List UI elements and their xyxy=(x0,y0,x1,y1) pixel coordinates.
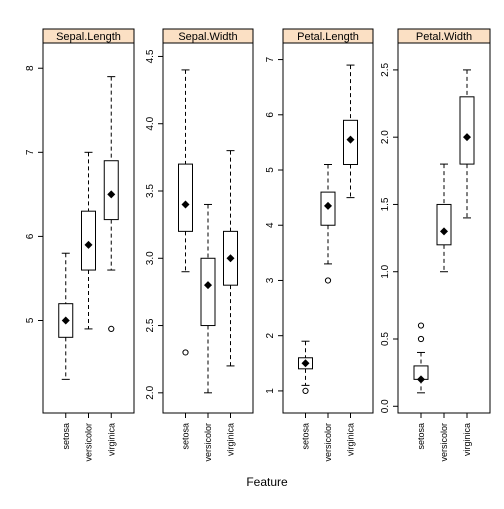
outlier-point xyxy=(302,387,309,395)
y-tick-label: 1 xyxy=(265,388,276,394)
mean-marker xyxy=(463,133,471,142)
category-label: virginica xyxy=(226,423,236,456)
mean-marker xyxy=(417,375,425,384)
outlier-point xyxy=(417,322,425,329)
y-tick-label: 6 xyxy=(265,112,276,118)
box xyxy=(103,160,119,221)
y-tick-label: 2.0 xyxy=(380,130,391,144)
panel-title: Petal.Width xyxy=(416,31,472,43)
y-tick-label: 3 xyxy=(265,277,276,283)
box xyxy=(200,257,216,327)
y-tick-label: 7 xyxy=(265,56,276,62)
y-tick-label: 5 xyxy=(265,167,276,173)
y-tick-label: 3.5 xyxy=(145,184,156,198)
mean-marker xyxy=(181,200,190,209)
y-tick-label: 3.0 xyxy=(145,251,156,265)
y-tick-label: 4.5 xyxy=(145,49,156,63)
box xyxy=(459,96,475,165)
y-tick-label: 1.5 xyxy=(380,197,391,211)
mean-marker xyxy=(84,240,93,249)
outlier-point xyxy=(324,277,332,284)
category-label: virginica xyxy=(106,423,116,456)
category-label: setosa xyxy=(181,423,191,450)
category-label: versicolor xyxy=(439,423,449,462)
y-tick-label: 2.5 xyxy=(380,63,391,77)
outlier-point xyxy=(182,349,189,356)
category-label: setosa xyxy=(301,423,311,450)
y-tick-label: 2.5 xyxy=(145,318,156,332)
y-tick-label: 7 xyxy=(25,149,36,155)
mean-marker xyxy=(61,316,70,325)
box xyxy=(81,210,96,271)
mean-marker xyxy=(346,135,355,144)
panel-title: Petal.Length xyxy=(297,31,359,43)
category-label: virginica xyxy=(346,423,356,456)
box xyxy=(436,203,452,246)
panel-title: Sepal.Width xyxy=(178,31,237,43)
x-axis-label: Feature xyxy=(246,475,288,489)
category-label: virginica xyxy=(462,423,472,456)
mean-marker xyxy=(107,190,116,199)
category-label: versicolor xyxy=(84,423,94,462)
y-tick-label: 2 xyxy=(265,332,276,338)
mean-marker xyxy=(440,227,448,236)
mean-marker xyxy=(226,254,235,263)
y-tick-label: 2.0 xyxy=(145,385,156,399)
category-label: setosa xyxy=(61,423,71,450)
y-tick-label: 8 xyxy=(25,65,36,71)
mean-marker xyxy=(301,359,310,368)
outlier-point xyxy=(108,325,115,333)
y-tick-label: 1.0 xyxy=(380,264,391,278)
category-label: setosa xyxy=(416,423,426,450)
category-label: versicolor xyxy=(323,423,333,462)
outlier-point xyxy=(417,335,425,343)
mean-marker xyxy=(324,201,332,210)
y-tick-label: 0.5 xyxy=(380,332,391,346)
mean-marker xyxy=(204,281,212,290)
category-label: versicolor xyxy=(203,423,213,462)
y-tick-label: 4.0 xyxy=(145,116,156,130)
y-tick-label: 0.0 xyxy=(380,399,391,413)
y-tick-label: 5 xyxy=(25,317,36,323)
y-tick-label: 4 xyxy=(265,222,276,228)
panel-title: Sepal.Length xyxy=(56,31,121,43)
y-tick-label: 6 xyxy=(25,233,36,239)
box xyxy=(178,163,193,232)
